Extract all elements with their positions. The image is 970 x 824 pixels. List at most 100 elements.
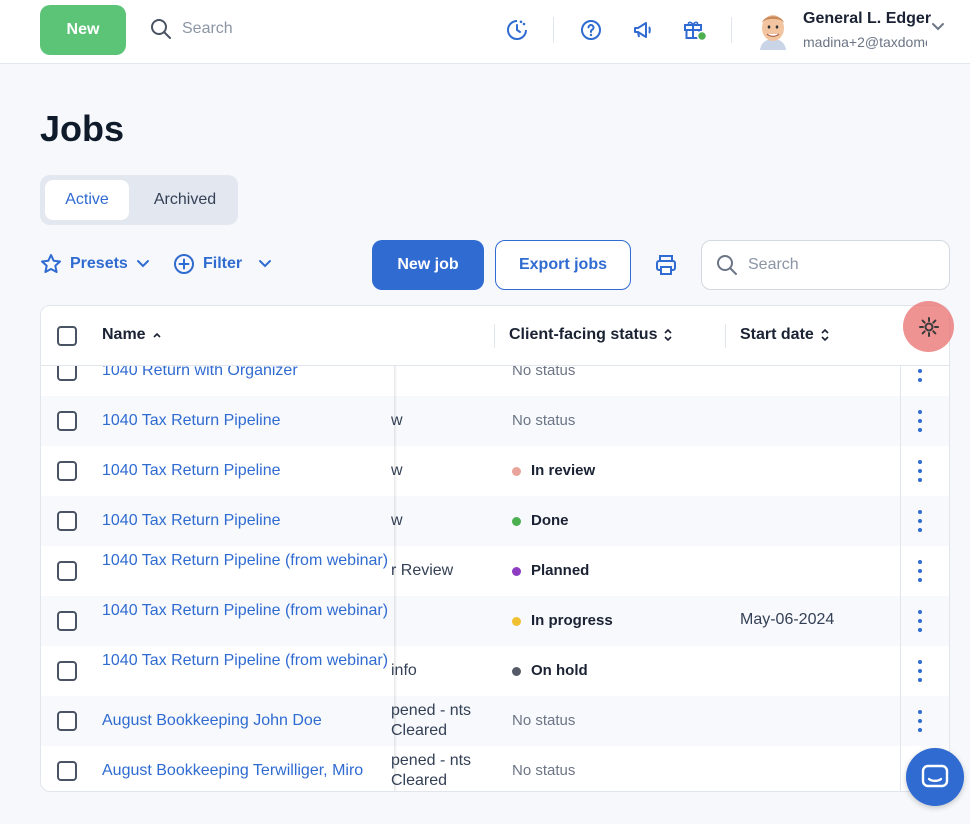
table-row[interactable]: 1040 Tax Return Pipeline (from webinar) … <box>41 646 949 696</box>
job-name-link[interactable]: 1040 Tax Return Pipeline (from webinar) <box>102 602 389 619</box>
export-jobs-button[interactable]: Export jobs <box>495 240 631 290</box>
column-header-name[interactable]: Name <box>102 326 162 344</box>
job-stage: info <box>391 662 417 679</box>
chevron-down-icon[interactable] <box>931 22 945 32</box>
status-dot <box>512 516 521 526</box>
job-name-link[interactable]: August Bookkeeping John Doe <box>102 712 322 729</box>
row-menu-icon[interactable] <box>917 410 923 432</box>
job-stage: w <box>391 511 403 531</box>
row-menu-icon[interactable] <box>917 660 923 682</box>
avatar[interactable] <box>754 10 792 50</box>
row-checkbox[interactable] <box>57 461 77 481</box>
tab-archived[interactable]: Archived <box>153 191 217 208</box>
row-checkbox[interactable] <box>57 511 77 531</box>
gift-icon[interactable] <box>682 17 708 43</box>
chat-button[interactable] <box>906 748 964 806</box>
row-checkbox[interactable] <box>57 561 77 581</box>
row-checkbox[interactable] <box>57 411 77 431</box>
star-icon <box>41 254 61 273</box>
client-status: Planned <box>512 561 589 581</box>
table-row[interactable]: 1040 Tax Return Pipeline (from webinar) … <box>41 596 949 646</box>
status-tabs: Active Archived <box>40 175 238 225</box>
client-status-label: On hold <box>531 662 588 679</box>
row-checkbox[interactable] <box>57 661 77 681</box>
column-settings-button[interactable] <box>903 301 954 352</box>
job-name-link[interactable]: 1040 Tax Return Pipeline (from webinar) <box>102 652 389 669</box>
filter-label: Filter <box>203 255 243 272</box>
row-checkbox[interactable] <box>57 761 77 781</box>
column-header-status-label: Client-facing status <box>509 326 658 343</box>
jobs-search-placeholder: Search <box>748 256 799 273</box>
search-icon <box>717 255 737 275</box>
job-name-link[interactable]: 1040 Return with Organizer <box>102 362 298 379</box>
client-status: On hold <box>512 661 588 681</box>
user-email: madina+2@taxdome.com <box>803 34 927 50</box>
table-row[interactable]: 1040 Tax Return Pipeline (from webinar) … <box>41 546 949 596</box>
client-status: No status <box>512 761 575 781</box>
column-header-start-date-label: Start date <box>740 326 814 343</box>
search-icon <box>151 19 171 39</box>
job-name-link[interactable]: 1040 Tax Return Pipeline <box>102 512 281 529</box>
row-checkbox[interactable] <box>57 611 77 631</box>
client-status: No status <box>512 361 575 381</box>
page-title: Jobs <box>40 108 125 149</box>
presets-label: Presets <box>70 255 128 272</box>
filter-dropdown[interactable]: Filter <box>173 253 272 275</box>
job-stage: w <box>391 411 403 431</box>
select-all-checkbox[interactable] <box>57 326 77 346</box>
column-separator <box>494 324 495 348</box>
row-menu-icon[interactable] <box>917 510 923 532</box>
new-button[interactable]: New <box>40 5 126 55</box>
gear-icon <box>918 316 939 337</box>
frozen-column-shadow <box>394 366 397 791</box>
row-menu-icon[interactable] <box>917 610 923 632</box>
table-row[interactable]: 1040 Tax Return Pipeline w No status <box>41 396 949 446</box>
user-name[interactable]: General L. Edger <box>803 10 932 27</box>
presets-dropdown[interactable]: Presets <box>40 253 150 275</box>
job-name-link[interactable]: 1040 Tax Return Pipeline <box>102 462 281 479</box>
table-row[interactable]: 1040 Tax Return Pipeline w In review <box>41 446 949 496</box>
plus-circle-icon <box>174 254 194 274</box>
print-icon[interactable] <box>654 253 678 282</box>
row-menu-icon[interactable] <box>917 710 923 732</box>
chevron-down-icon <box>259 260 272 268</box>
job-name-link[interactable]: August Bookkeeping Terwilliger, Miro <box>102 762 364 779</box>
job-stage: w <box>391 461 403 481</box>
global-search[interactable]: Search <box>150 18 233 40</box>
help-icon[interactable] <box>578 17 604 43</box>
status-dot <box>512 666 521 676</box>
client-status-label: No status <box>512 712 576 729</box>
job-stage: pened - nts Cleared <box>391 752 472 789</box>
status-dot <box>512 466 521 476</box>
column-separator <box>725 324 726 348</box>
top-divider <box>553 17 554 43</box>
job-stage: r Review <box>391 562 454 579</box>
recent-activity-icon[interactable] <box>504 17 530 43</box>
jobs-table: Name Client-facing status Start date 104… <box>40 305 950 792</box>
client-status-label: No status <box>512 762 576 779</box>
top-divider <box>731 17 732 43</box>
column-header-status[interactable]: Client-facing status <box>509 326 673 344</box>
client-status: No status <box>512 411 575 431</box>
client-status-label: No status <box>512 412 576 429</box>
row-menu-icon[interactable] <box>917 460 923 482</box>
announcements-icon[interactable] <box>630 17 656 43</box>
client-status: No status <box>512 711 575 731</box>
table-row[interactable]: 1040 Tax Return Pipeline w Done <box>41 496 949 546</box>
tab-active[interactable]: Active <box>45 180 129 220</box>
actions-column-divider <box>900 306 901 791</box>
client-status: In progress <box>512 611 613 631</box>
sort-icon <box>821 328 829 342</box>
chevron-down-icon <box>136 260 149 268</box>
table-row[interactable]: August Bookkeeping John Doe pened - nts … <box>41 696 949 746</box>
jobs-search-input[interactable]: Search <box>701 240 950 290</box>
job-name-link[interactable]: 1040 Tax Return Pipeline (from webinar) <box>102 552 389 569</box>
table-row[interactable]: 1040 Return with Organizer No status <box>41 346 949 396</box>
row-menu-icon[interactable] <box>917 560 923 582</box>
row-checkbox[interactable] <box>57 711 77 731</box>
table-row[interactable]: August Bookkeeping Terwilliger, Miro pen… <box>41 746 949 791</box>
client-status-label: In progress <box>531 612 613 629</box>
new-job-button[interactable]: New job <box>372 240 484 290</box>
column-header-start-date[interactable]: Start date <box>740 326 830 344</box>
job-name-link[interactable]: 1040 Tax Return Pipeline <box>102 412 281 429</box>
